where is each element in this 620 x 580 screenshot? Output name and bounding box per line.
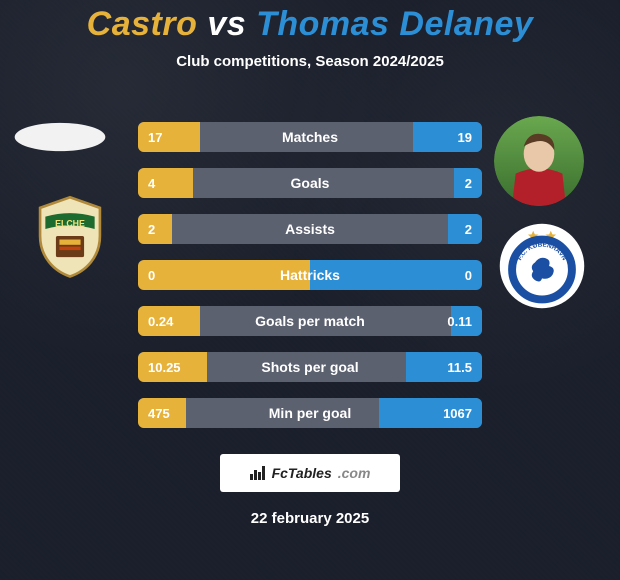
stat-value-right: 11.5 [447,352,472,382]
stat-value-left: 4 [148,168,155,198]
stat-label: Min per goal [269,405,351,421]
svg-text:ELCHE: ELCHE [55,218,85,228]
club-crest-icon: F.C. KØBENHAVN [498,222,586,310]
stats-table: 17 19 Matches 4 2 Goals 2 2 Assists 0 0 Hattricks 0.… [138,122,482,444]
player1-avatar [12,120,108,154]
footer-date: 22 february 2025 [0,510,620,527]
bar-chart-icon [250,466,266,480]
stat-label: Hattricks [280,267,340,283]
content-root: Castro vs Thomas Delaney Club competitio… [0,0,620,580]
stat-value-right: 2 [465,214,472,244]
stat-value-right: 1067 [443,398,472,428]
player2-club-badge: F.C. KØBENHAVN [498,222,586,310]
title-player2: Thomas Delaney [256,5,533,43]
stat-value-left: 0.24 [148,306,173,336]
player1-club-badge: ELCHE [26,192,114,280]
stat-value-left: 17 [148,122,162,152]
subtitle: Club competitions, Season 2024/2025 [0,53,620,70]
page-title: Castro vs Thomas Delaney [0,0,620,43]
branding-domain-suffix: .com [338,465,371,481]
stat-row: 475 1067 Min per goal [138,398,482,428]
stat-label: Goals per match [255,313,365,329]
stat-label: Matches [282,129,338,145]
player2-avatar [494,116,584,206]
stat-label: Goals [291,175,330,191]
stat-label: Assists [285,221,335,237]
stat-value-left: 2 [148,214,155,244]
photo-placeholder-icon [494,116,584,206]
title-player1: Castro [87,5,198,43]
stat-row: 0.24 0.11 Goals per match [138,306,482,336]
stat-value-left: 10.25 [148,352,181,382]
ellipse-placeholder-icon [12,120,108,154]
stat-row: 4 2 Goals [138,168,482,198]
stat-value-right: 19 [458,122,472,152]
stat-row: 0 0 Hattricks [138,260,482,290]
stat-value-right: 2 [465,168,472,198]
stat-value-left: 475 [148,398,170,428]
stat-label: Shots per goal [261,359,358,375]
stat-value-left: 0 [148,260,155,290]
shield-icon: ELCHE [26,192,114,280]
stat-value-right: 0.11 [447,306,472,336]
stat-row: 2 2 Assists [138,214,482,244]
branding-site-name: FcTables [272,465,332,481]
stat-row: 17 19 Matches [138,122,482,152]
footer-block: FcTables .com 22 february 2025 [0,440,620,527]
title-vs: vs [207,5,246,43]
stat-row: 10.25 11.5 Shots per goal [138,352,482,382]
stat-value-right: 0 [465,260,472,290]
branding-box[interactable]: FcTables .com [220,454,400,492]
